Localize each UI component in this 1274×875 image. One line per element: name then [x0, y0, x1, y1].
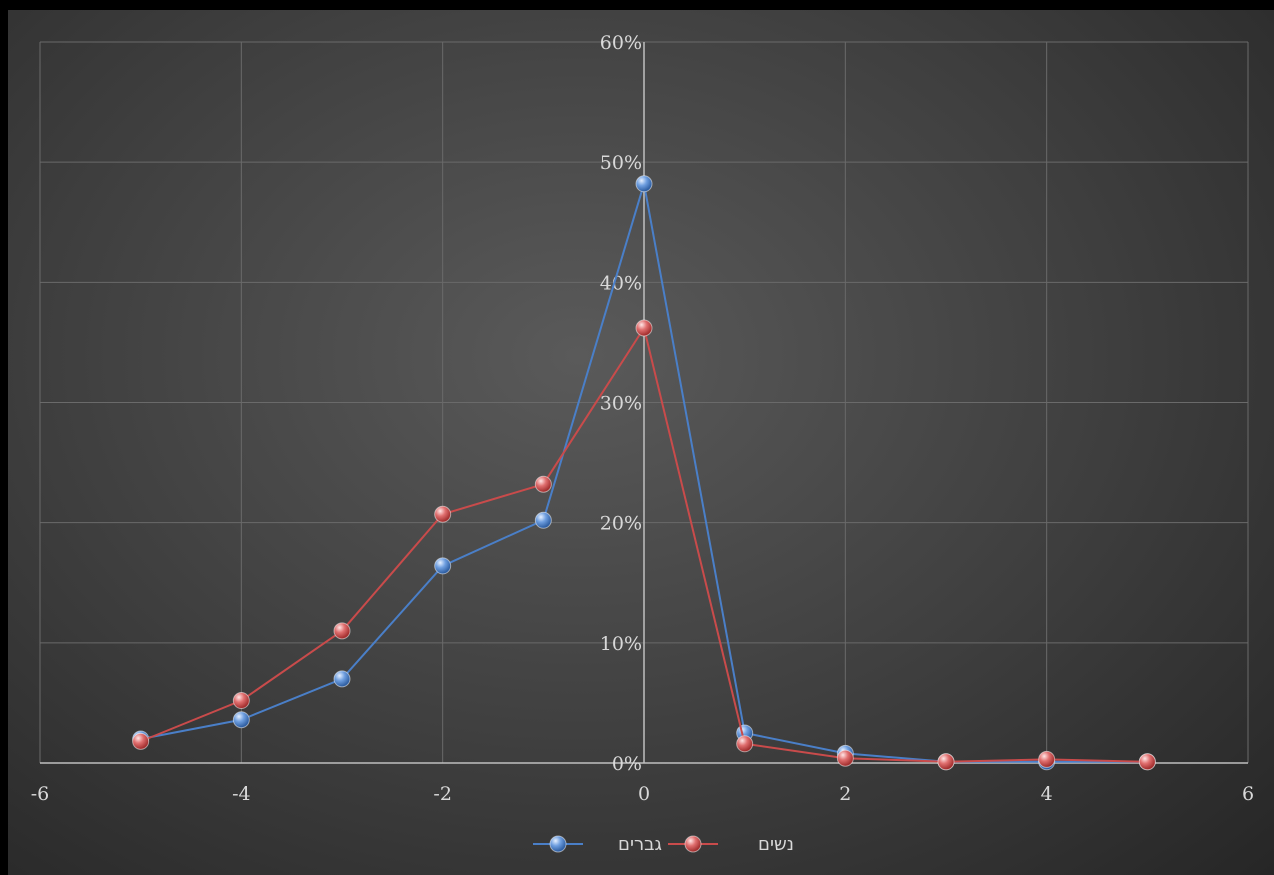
- data-point: [635, 175, 653, 193]
- data-point: [534, 511, 552, 529]
- y-tick-label: 30%: [600, 393, 642, 415]
- y-tick-label: 10%: [600, 633, 642, 655]
- data-point: [333, 670, 351, 688]
- x-tick-label: 2: [839, 783, 851, 805]
- data-point: [635, 319, 653, 337]
- legend-marker: [684, 835, 702, 853]
- data-point: [333, 622, 351, 640]
- y-tick-label: 0%: [612, 753, 642, 775]
- scatter-chart: 0% 10% 20% 30% 40% 50% 60% -6 -4 -2 0 2 4 6 גברים נשי…: [31, 32, 1254, 855]
- y-tick-labels: 0% 10% 20% 30% 40% 50% 60%: [600, 32, 642, 775]
- legend-marker: [549, 835, 567, 853]
- data-point: [836, 749, 854, 767]
- data-point: [1138, 753, 1156, 771]
- data-point: [434, 505, 452, 523]
- data-point: [534, 475, 552, 493]
- x-tick-label: -6: [31, 783, 50, 805]
- y-tick-label: 50%: [600, 152, 642, 174]
- data-point: [232, 692, 250, 710]
- x-tick-label: 4: [1041, 783, 1053, 805]
- legend: גברים נשים: [533, 834, 794, 855]
- legend-label: נשים: [758, 834, 794, 855]
- y-tick-label: 60%: [600, 32, 642, 54]
- legend-label: גברים: [618, 834, 662, 855]
- x-tick-label: 6: [1242, 783, 1254, 805]
- x-tick-label: 0: [638, 783, 650, 805]
- x-tick-labels: -6 -4 -2 0 2 4 6: [31, 783, 1254, 805]
- data-point: [1038, 750, 1056, 768]
- x-tick-label: -2: [433, 783, 452, 805]
- data-point: [132, 732, 150, 750]
- x-tick-label: -4: [232, 783, 251, 805]
- series-layer: [132, 175, 1156, 771]
- data-point: [232, 711, 250, 729]
- data-point: [736, 735, 754, 753]
- data-point: [937, 753, 955, 771]
- data-point: [434, 557, 452, 575]
- chart-area: 0% 10% 20% 30% 40% 50% 60% -6 -4 -2 0 2 4 6 גברים נשי…: [8, 10, 1274, 875]
- y-tick-label: 20%: [600, 513, 642, 535]
- y-tick-label: 40%: [600, 272, 642, 294]
